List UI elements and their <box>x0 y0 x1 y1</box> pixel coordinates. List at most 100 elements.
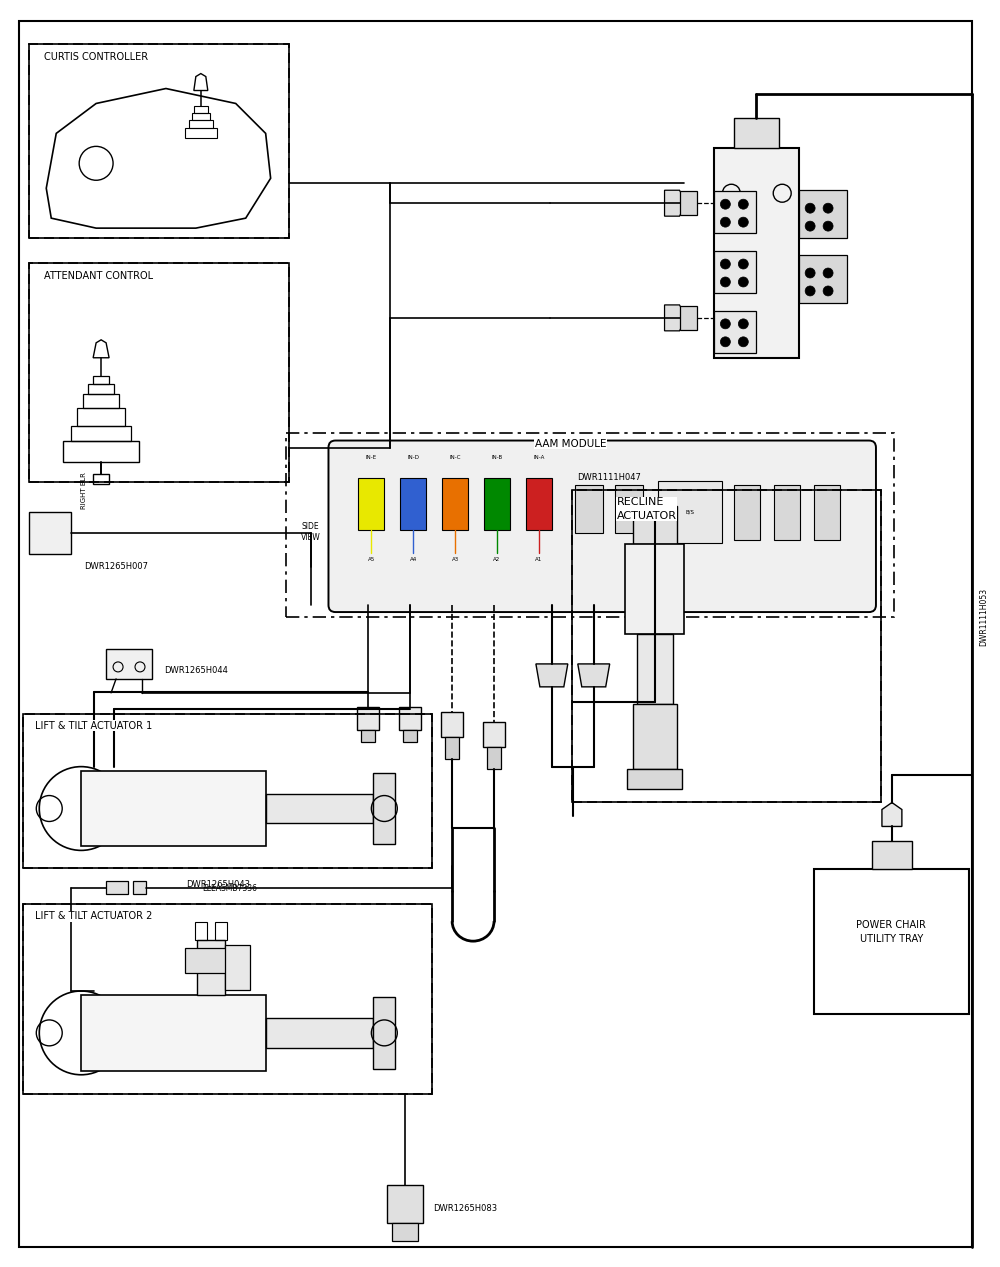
Bar <box>400 479 426 531</box>
Bar <box>680 191 697 215</box>
Circle shape <box>738 319 748 329</box>
Bar <box>93 474 109 484</box>
Bar <box>627 769 682 788</box>
Bar <box>799 190 847 238</box>
Bar <box>77 408 125 426</box>
Circle shape <box>738 217 748 227</box>
Circle shape <box>720 258 730 269</box>
Circle shape <box>805 286 815 296</box>
Bar <box>373 997 395 1069</box>
Bar <box>194 106 208 114</box>
Bar <box>361 730 375 741</box>
Circle shape <box>720 319 730 329</box>
Circle shape <box>738 337 748 347</box>
Polygon shape <box>882 802 902 826</box>
Bar <box>357 707 379 730</box>
Bar <box>197 940 225 995</box>
Bar <box>29 512 71 554</box>
Bar <box>392 1224 418 1242</box>
Bar <box>872 841 912 869</box>
Bar <box>71 426 131 441</box>
Text: DWR1111H053: DWR1111H053 <box>979 588 988 646</box>
Bar <box>575 485 603 533</box>
Circle shape <box>720 337 730 347</box>
Text: DWR1265H083: DWR1265H083 <box>433 1204 497 1213</box>
Text: A1: A1 <box>535 557 543 563</box>
Bar <box>814 485 840 540</box>
Bar <box>487 746 501 769</box>
Bar <box>403 730 417 741</box>
Bar <box>387 1186 423 1224</box>
Text: DWR1265H043: DWR1265H043 <box>186 879 250 889</box>
Text: RECLINE
ACTUATOR: RECLINE ACTUATOR <box>617 498 677 521</box>
Bar <box>106 649 152 679</box>
Bar <box>189 120 213 128</box>
Bar <box>526 479 552 531</box>
Bar <box>714 148 799 357</box>
Text: AAM MODULE: AAM MODULE <box>535 438 606 449</box>
Bar <box>680 305 697 329</box>
Text: ATTENDANT CONTROL: ATTENDANT CONTROL <box>44 271 153 281</box>
Bar <box>658 481 722 544</box>
Bar <box>266 1017 373 1048</box>
Circle shape <box>720 277 730 286</box>
Text: A3: A3 <box>452 557 459 563</box>
Bar <box>774 485 800 540</box>
Polygon shape <box>665 190 686 217</box>
Text: DWR1111H047: DWR1111H047 <box>577 474 641 483</box>
Bar <box>185 128 217 138</box>
Polygon shape <box>578 664 610 687</box>
Bar <box>185 948 237 973</box>
Bar <box>266 793 373 824</box>
Text: A2: A2 <box>493 557 501 563</box>
Bar <box>81 995 266 1071</box>
Text: IN-D: IN-D <box>407 455 419 460</box>
Text: LIFT & TILT ACTUATOR 1: LIFT & TILT ACTUATOR 1 <box>35 721 153 731</box>
Polygon shape <box>665 305 686 331</box>
Bar <box>734 485 760 540</box>
Text: DWR1265H044: DWR1265H044 <box>164 666 228 675</box>
Bar <box>81 770 266 846</box>
Bar <box>714 251 756 293</box>
Bar <box>399 707 421 730</box>
Bar <box>441 712 463 736</box>
Text: B/S: B/S <box>685 509 694 514</box>
Bar <box>133 882 146 895</box>
Bar <box>799 255 847 303</box>
Bar <box>714 310 756 352</box>
Circle shape <box>805 269 815 277</box>
Text: IN-B: IN-B <box>491 455 503 460</box>
FancyBboxPatch shape <box>328 441 876 612</box>
Bar <box>445 736 459 759</box>
Circle shape <box>823 286 833 296</box>
Bar <box>88 384 114 394</box>
Bar <box>215 922 227 940</box>
Bar <box>93 376 109 384</box>
Bar <box>615 485 643 533</box>
Bar <box>484 479 510 531</box>
Circle shape <box>805 203 815 213</box>
Text: IN-E: IN-E <box>366 455 377 460</box>
Text: POWER CHAIR
UTILITY TRAY: POWER CHAIR UTILITY TRAY <box>856 920 926 944</box>
Circle shape <box>720 217 730 227</box>
Circle shape <box>738 277 748 286</box>
Bar <box>483 722 505 746</box>
Circle shape <box>738 258 748 269</box>
Circle shape <box>720 199 730 209</box>
Circle shape <box>823 222 833 231</box>
Text: DWR1265H007: DWR1265H007 <box>84 563 148 571</box>
Text: A5: A5 <box>368 557 375 563</box>
Text: SIDE
VIEW: SIDE VIEW <box>301 522 320 542</box>
Bar <box>814 869 969 1014</box>
Bar <box>63 441 139 462</box>
Text: ELEASMB7336: ELEASMB7336 <box>202 884 257 893</box>
Text: RIGHT ELR: RIGHT ELR <box>81 473 87 509</box>
Bar <box>373 773 395 844</box>
Text: IN-A: IN-A <box>533 455 545 460</box>
Bar <box>633 703 677 769</box>
Bar <box>625 545 684 634</box>
Bar <box>195 922 207 940</box>
Circle shape <box>823 203 833 213</box>
Text: LIFT & TILT ACTUATOR 2: LIFT & TILT ACTUATOR 2 <box>35 911 153 921</box>
Circle shape <box>823 269 833 277</box>
